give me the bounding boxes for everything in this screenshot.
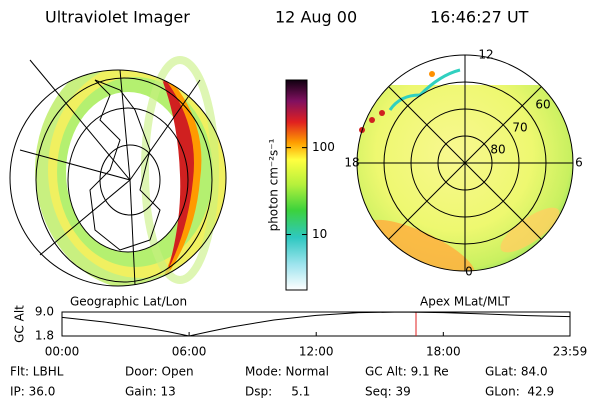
lat-label: 60 [535, 98, 550, 112]
colorbar-tick-label: 10 [312, 227, 327, 241]
colorbar-ticks: 10 100 [286, 140, 335, 241]
status-field: Dsp: 5.1 [245, 385, 310, 399]
x-tick-label: 18:00 [426, 345, 461, 359]
mlt-label: 6 [575, 156, 583, 170]
status-field: Seq: 39 [365, 385, 411, 399]
status-field: Mode: Normal [245, 365, 329, 379]
x-tick-label: 06:00 [172, 345, 207, 359]
alt-line [61, 311, 571, 337]
colorbar-label: photon cm⁻²s⁻¹ [267, 138, 281, 231]
date: 12 Aug 00 [275, 8, 357, 27]
status-field: GLat: 84.0 [485, 365, 548, 379]
x-tick-label: 12:00 [299, 345, 334, 359]
status-field: Door: Open [125, 365, 194, 379]
y-tick-label: 1.8 [35, 329, 54, 343]
mlt-label: 0 [465, 265, 473, 279]
mlt-label: 12 [478, 48, 493, 62]
status-field: Gain: 13 [125, 385, 176, 399]
y-tick-label: 9.0 [35, 305, 54, 319]
x-tick-label: 23:59 [553, 345, 588, 359]
footer: Flt: LBHL Door: Open Mode: Normal GC Alt: 9… [10, 365, 554, 399]
status-field: GLon: 42.9 [485, 385, 554, 399]
y-axis-label: GC Alt [13, 305, 27, 343]
instrument: Ultraviolet Imager [45, 8, 190, 27]
status-field: Flt: LBHL [10, 365, 64, 379]
alt-plot: 9.0 1.8 00:00 06:00 12:00 18:00 23:59 [35, 305, 587, 359]
mlt-label: 18 [344, 156, 359, 170]
colorbar-tick-label: 100 [312, 140, 335, 154]
status-field: GC Alt: 9.1 Re [365, 365, 449, 379]
geographic-image [9, 56, 227, 287]
lat-label: 70 [512, 121, 527, 135]
x-tick-label: 00:00 [45, 345, 80, 359]
right-panel-label: Apex MLat/MLT [420, 295, 510, 309]
colorbar [285, 79, 308, 291]
status-field: IP: 36.0 [10, 385, 55, 399]
left-panel-label: Geographic Lat/Lon [70, 295, 187, 309]
lat-label: 80 [490, 143, 505, 157]
polar-image [356, 54, 574, 272]
time: 16:46:27 UT [430, 8, 529, 27]
